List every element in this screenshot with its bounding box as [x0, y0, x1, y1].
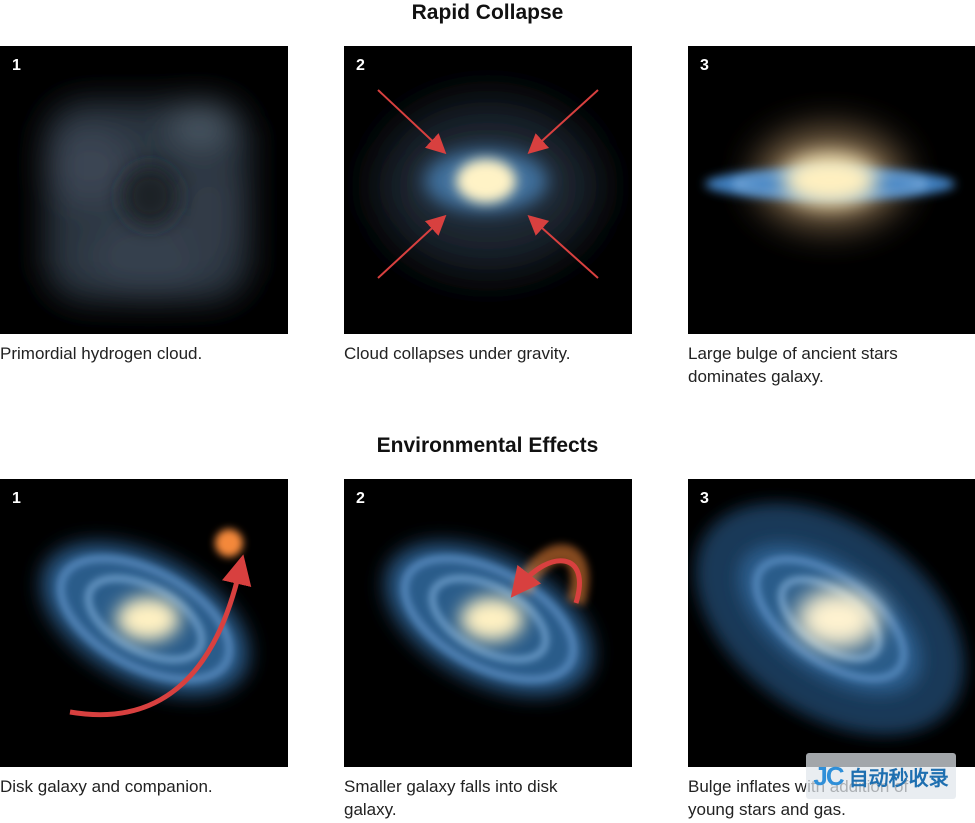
watermark-logo: JC	[813, 760, 844, 791]
disk-galaxy-companion-illustration	[41, 529, 252, 718]
merger-illustration	[385, 543, 593, 695]
bulge-galaxy-illustration	[705, 128, 955, 228]
panel-number: 3	[700, 57, 709, 74]
panel-number: 1	[12, 57, 21, 74]
collapsing-cloud-illustration	[377, 89, 599, 279]
panel-number: 2	[356, 490, 365, 507]
panel-large-bulge: 3	[688, 46, 975, 334]
panel-bulge-inflates: 3	[688, 479, 975, 767]
arrow-bottom-right	[527, 215, 599, 279]
gravity-arrows	[377, 89, 599, 279]
panel-merger: 2	[344, 479, 632, 767]
orbit-arrow	[69, 554, 252, 718]
panel-number: 3	[700, 490, 709, 507]
caption-large-bulge: Large bulge of ancient stars dominates g…	[688, 344, 898, 386]
arrow-top-right	[527, 89, 599, 155]
caption-merger: Smaller galaxy falls into disk galaxy.	[344, 777, 558, 819]
caption-disk-and-companion: Disk galaxy and companion.	[0, 777, 213, 796]
inflated-bulge-illustration	[695, 502, 965, 736]
caption-primordial-cloud: Primordial hydrogen cloud.	[0, 344, 203, 363]
watermark-text: 自动秒收录	[848, 767, 949, 790]
panel-primordial-cloud: 1	[0, 46, 288, 334]
panel-disk-and-companion: 1	[0, 479, 288, 767]
arrow-bottom-left	[377, 214, 447, 279]
panel-number: 2	[356, 57, 365, 74]
section-title-rapid-collapse: Rapid Collapse	[411, 1, 564, 24]
infall-arrow	[510, 558, 582, 604]
primordial-cloud-illustration	[45, 101, 250, 301]
companion-galaxy	[215, 529, 243, 557]
arrow-top-left	[377, 89, 447, 155]
caption-cloud-collapse: Cloud collapses under gravity.	[344, 344, 571, 363]
panel-number: 1	[12, 490, 21, 507]
panel-cloud-collapse: 2	[344, 46, 632, 334]
section-title-environmental-effects: Environmental Effects	[376, 434, 599, 457]
watermark: JC 自动秒收录	[806, 753, 956, 799]
